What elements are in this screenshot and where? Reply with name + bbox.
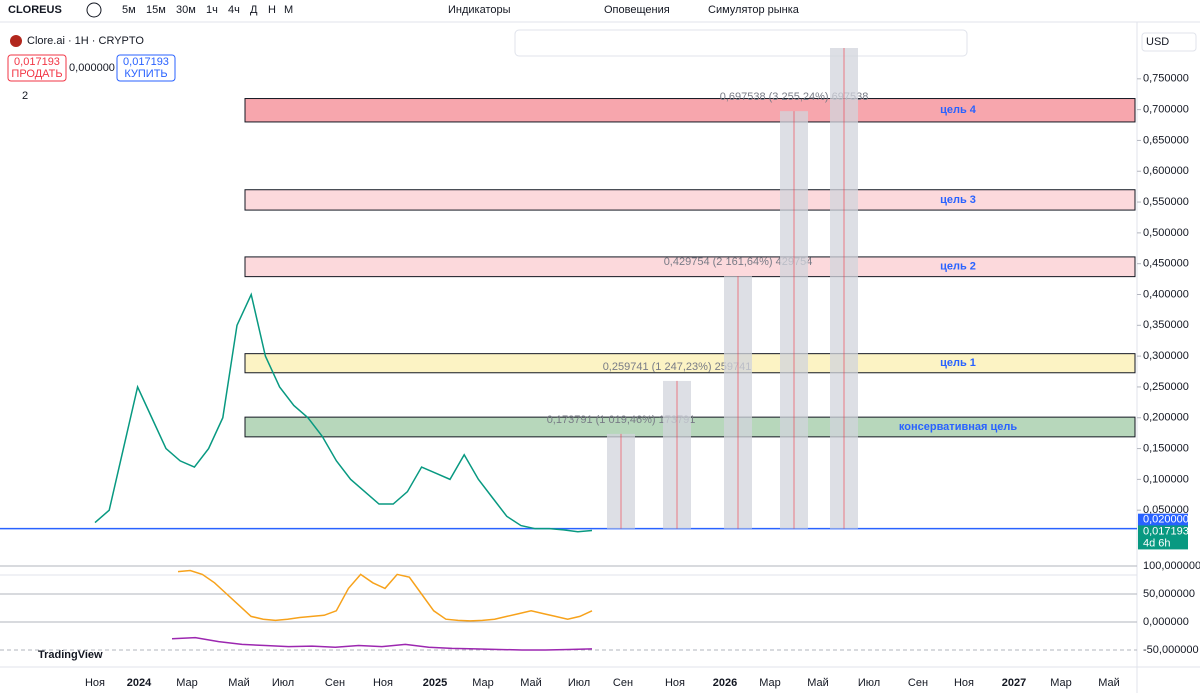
time-label: 2025	[423, 677, 447, 689]
target-zone	[244, 98, 1136, 123]
currency-select[interactable]	[1141, 32, 1197, 52]
buy-button[interactable]	[116, 54, 176, 82]
indicator-count[interactable]: 2	[22, 90, 28, 102]
target-zone	[244, 256, 1136, 278]
price-tick-label: 0,100000	[1143, 473, 1189, 485]
interval[interactable]: М	[284, 4, 293, 16]
price-tick-label: 0,450000	[1143, 258, 1189, 270]
buy-price: 0,017193	[123, 56, 169, 68]
watermark: TradingView	[38, 649, 103, 661]
toolbar	[0, 0, 1200, 22]
time-label: Май	[228, 677, 250, 689]
target-label: цель 4	[940, 104, 977, 116]
indicator-tick-label: 100,000000	[1143, 560, 1200, 572]
base-badge	[1138, 513, 1188, 526]
interval[interactable]: 1ч	[206, 4, 218, 16]
alerts[interactable]: Оповещения	[604, 4, 670, 16]
sell-button[interactable]	[7, 54, 67, 82]
interval[interactable]: Н	[268, 4, 276, 16]
time-label: Мар	[176, 677, 198, 689]
indicator-tick-label: 50,000000	[1143, 588, 1195, 600]
target-zone	[244, 189, 1136, 211]
price-tick-label: 0,750000	[1143, 73, 1189, 85]
time-label: 2026	[713, 677, 737, 689]
price-tick-label: 0,200000	[1143, 412, 1189, 424]
price-tick-label: 0,350000	[1143, 319, 1189, 331]
target-label: консервативная цель	[899, 421, 1017, 433]
time-label: Май	[1098, 677, 1120, 689]
logo	[10, 35, 22, 47]
time-label: Май	[807, 677, 829, 689]
last-price-label: 0,017193	[1143, 525, 1189, 537]
target-label: цель 3	[940, 194, 976, 206]
countdown: 4d 6h	[1143, 537, 1171, 549]
time-label: Ноя	[665, 677, 685, 689]
drawing-toolbar[interactable]	[514, 29, 968, 57]
measure-label: 0,173791 (1 019,46%) 173791	[547, 414, 696, 426]
time-label: Мар	[472, 677, 494, 689]
time-label: Сен	[613, 677, 633, 689]
price-tick-label: 0,500000	[1143, 227, 1189, 239]
base-badge-label: 0,020000	[1143, 514, 1189, 526]
stoch-line	[177, 569, 593, 622]
time-label: Май	[520, 677, 542, 689]
target-label: цель 2	[940, 261, 976, 273]
price-tick-label: 0,700000	[1143, 104, 1189, 116]
time-label: Мар	[759, 677, 781, 689]
last-price-badge	[1138, 525, 1188, 550]
target-label: цель 1	[940, 357, 976, 369]
sell-price: 0,017193	[14, 56, 60, 68]
indicator-tick-label: 0,000000	[1143, 616, 1189, 628]
price-tick-label: 0,650000	[1143, 134, 1189, 146]
price-line	[94, 292, 593, 533]
time-label: Июл	[858, 677, 880, 689]
sell-label: ПРОДАТЬ	[11, 68, 62, 80]
measure-label: 0,259741 (1 247,23%) 259741	[603, 361, 752, 373]
interval[interactable]: Д	[250, 4, 258, 16]
currency: USD	[1146, 36, 1169, 48]
time-label: Мар	[1050, 677, 1072, 689]
indicators[interactable]: Индикаторы	[448, 4, 511, 16]
price-tick-label: 0,550000	[1143, 196, 1189, 208]
price-tick-label: 0,150000	[1143, 442, 1189, 454]
time-label: Ноя	[85, 677, 105, 689]
price-tick-label: 0,600000	[1143, 165, 1189, 177]
interval[interactable]: 5м	[122, 4, 136, 16]
price-tick-label: 0,050000	[1143, 504, 1189, 516]
price-tick-label: 0,250000	[1143, 381, 1189, 393]
time-label: Июл	[568, 677, 590, 689]
indicator-tick-label: -50,000000	[1143, 644, 1199, 656]
legend-title: Clore.ai · 1H · CRYPTO	[27, 35, 144, 47]
interval[interactable]: 30м	[176, 4, 196, 16]
time-label: Сен	[325, 677, 345, 689]
buy-label: КУПИТЬ	[124, 68, 167, 80]
time-label: 2024	[127, 677, 152, 689]
add-symbol[interactable]	[86, 2, 102, 18]
spread: 0,000000	[69, 62, 115, 74]
symbol[interactable]: CLOREUS	[8, 4, 62, 16]
interval[interactable]: 4ч	[228, 4, 240, 16]
measure-label: 0,429754 (2 161,64%) 429754	[664, 256, 813, 268]
time-label: Ноя	[373, 677, 393, 689]
target-zone	[244, 353, 1136, 374]
time-label: Июл	[272, 677, 294, 689]
time-label: 2027	[1002, 677, 1026, 689]
time-label: Ноя	[954, 677, 974, 689]
osc-line	[171, 636, 593, 651]
time-label: Сен	[908, 677, 928, 689]
replay[interactable]: Симулятор рынка	[708, 4, 800, 16]
interval[interactable]: 15м	[146, 4, 166, 16]
price-tick-label: 0,300000	[1143, 350, 1189, 362]
price-tick-label: 0,400000	[1143, 288, 1189, 300]
